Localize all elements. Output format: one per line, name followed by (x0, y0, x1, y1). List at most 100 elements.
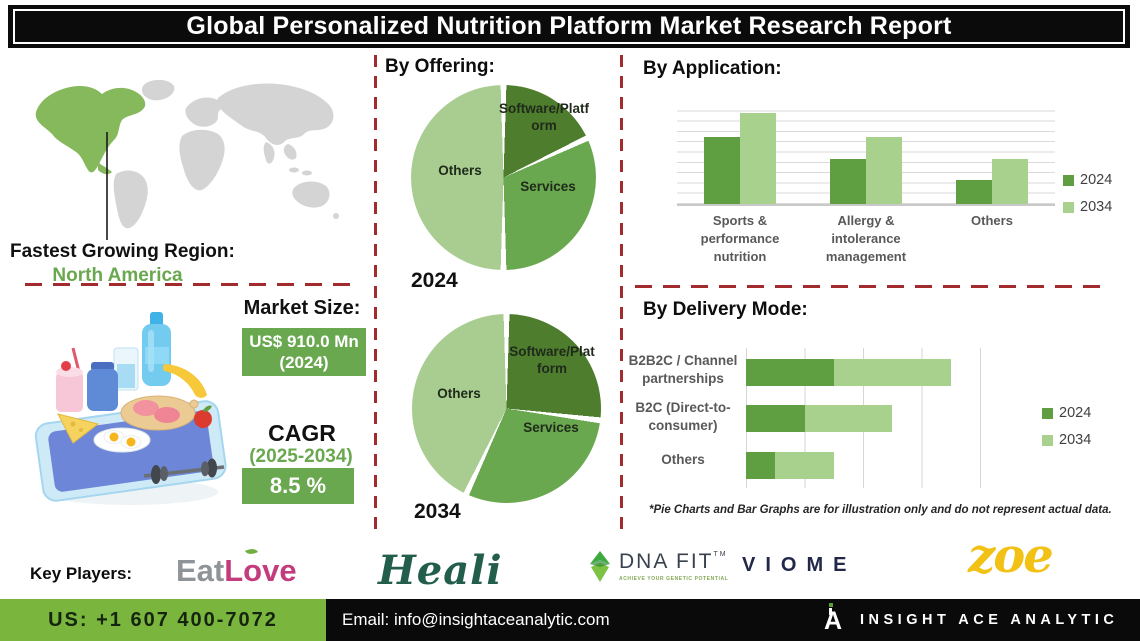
vertical-divider-right (620, 55, 623, 533)
logo-viome: VIOME (742, 554, 857, 576)
pie-slice-label: Software/Platform (498, 101, 590, 133)
horizontal-divider-left (25, 283, 355, 286)
pie-slice-label: Software/Platform (509, 344, 595, 376)
category-label-text: Others (971, 213, 1013, 228)
cagr-period: (2025-2034) (249, 446, 353, 467)
pie-chart-offering-2024: Software/Platform Others Services (411, 85, 596, 270)
vertical-divider-left (374, 55, 377, 533)
category-label: Others (929, 212, 1055, 267)
bar-2024 (830, 158, 866, 204)
cagr-value: 8.5 % (242, 468, 354, 504)
delivery-category-label: B2B2C / Channel partnerships (628, 353, 738, 387)
bar-segment-2024 (746, 452, 776, 479)
offering-heading: By Offering: (385, 56, 495, 77)
bar-segment-2024 (746, 405, 805, 432)
logo-eatlove: Eat Love (176, 545, 297, 589)
bar-2024 (704, 137, 740, 204)
category-label: Allergy & intolerance management (803, 212, 929, 267)
category-label: Sports & performance nutrition (677, 212, 803, 267)
legend-label: 2034 (1080, 199, 1113, 215)
category-label-text: Allergy & intolerance management (825, 213, 907, 265)
market-size-label: Market Size: (243, 297, 361, 319)
title-border: Global Personalized Nutrition Platform M… (13, 9, 1125, 44)
dnafit-gem-icon (590, 551, 610, 582)
brand-letter: A (824, 607, 843, 635)
logo-heali: Heali (378, 547, 503, 594)
bar-segment-2034 (775, 452, 834, 479)
horizontal-divider-right (635, 285, 1105, 288)
delivery-bar (746, 452, 980, 479)
delivery-legend: 2024 2034 (1042, 405, 1091, 448)
legend-item-2034: 2034 (1063, 199, 1112, 215)
application-heading: By Application: (643, 58, 782, 79)
legend-label: 2034 (1059, 432, 1092, 448)
bar-2034 (740, 113, 776, 204)
title-bar: Global Personalized Nutrition Platform M… (8, 5, 1130, 48)
dnafit-wordmark: DNA FITTM (619, 550, 728, 573)
category-label-text: Sports & performance nutrition (700, 213, 780, 265)
legend-swatch-2024 (1042, 407, 1053, 419)
application-bars (677, 101, 1055, 204)
legend-item-2024: 2024 (1063, 172, 1112, 188)
bar-group (929, 101, 1055, 204)
bar-segment-2024 (746, 359, 834, 386)
bar-segment-2034 (804, 405, 893, 432)
legend-label: 2024 (1080, 172, 1113, 188)
footer-black-bar: Email: info@insightaceanalytic.com A INS… (326, 599, 1140, 641)
pie-slice-label: Services (523, 420, 579, 435)
footer-email: Email: info@insightaceanalytic.com (342, 610, 610, 629)
fastest-growing-region: Fastest Growing Region: North America (10, 241, 235, 287)
brand-name: INSIGHT ACE ANALYTIC (860, 612, 1119, 628)
eatlove-love-text: Love (224, 553, 297, 588)
bar-group (803, 101, 929, 204)
world-map-icon (35, 79, 339, 240)
application-legend: 2024 2034 (1063, 172, 1112, 215)
legend-item-2034: 2034 (1042, 432, 1091, 448)
bar-group (677, 101, 803, 204)
application-category-labels: Sports & performance nutrition Allergy & … (677, 212, 1055, 267)
dnafit-tagline: ACHIEVE YOUR GENETIC POTENTIAL (619, 576, 729, 582)
disclaimer-note: *Pie Charts and Bar Graphs are for illus… (649, 504, 1112, 516)
page-title: Global Personalized Nutrition Platform M… (186, 12, 952, 40)
insight-ace-a-icon: A (824, 603, 850, 637)
region-label: Fastest Growing Region: (10, 241, 235, 262)
delivery-category-label: B2C (Direct-to-consumer) (635, 400, 731, 434)
legend-label: 2024 (1059, 405, 1092, 421)
delivery-gridlines (746, 348, 982, 488)
legend-swatch-2034 (1042, 434, 1053, 446)
eatlove-pink-part: Love (224, 545, 297, 588)
market-size-value: US$ 910.0 Mn (2024) (242, 328, 366, 376)
footer-phone-block: US: +1 607 400-7072 (0, 599, 326, 641)
nutrition-tray-icon (34, 312, 227, 505)
dnafit-tm: TM (713, 551, 728, 558)
delivery-bar (746, 359, 980, 386)
delivery-heading: By Delivery Mode: (643, 299, 808, 320)
region-value: North America (52, 265, 183, 286)
logo-zoe: zoe (968, 528, 1054, 584)
pie-year-2024: 2024 (411, 269, 458, 292)
logo-dnafit: DNA FITTM ACHIEVE YOUR GENETIC POTENTIAL (588, 551, 728, 582)
accent-bar-icon (829, 608, 832, 615)
bar-2034 (992, 158, 1028, 204)
delivery-category-label: Others (661, 452, 705, 467)
cagr-label: CAGR (268, 420, 336, 446)
key-players-label: Key Players: (30, 564, 133, 583)
pie-chart-offering-2034: Software/Platform Others Services (412, 314, 601, 503)
green-dot-icon (829, 603, 833, 607)
legend-swatch-2024 (1063, 174, 1074, 186)
application-bar-chart (677, 101, 1055, 206)
legend-item-2024: 2024 (1042, 405, 1091, 421)
pie-slice-label: Others (438, 163, 482, 178)
legend-swatch-2034 (1063, 201, 1074, 213)
pie-year-2034: 2034 (414, 500, 461, 523)
insight-ace-logo: A INSIGHT ACE ANALYTIC (824, 599, 1118, 641)
pie-slice-label: Services (520, 179, 576, 194)
eatlove-gray-part: Eat (176, 553, 225, 588)
delivery-bar (746, 405, 980, 432)
bar-segment-2034 (833, 359, 951, 386)
footer-phone: US: +1 607 400-7072 (48, 608, 278, 631)
bar-2024 (956, 180, 992, 204)
pie-slice-label: Others (437, 386, 481, 401)
bar-2034 (866, 137, 902, 204)
